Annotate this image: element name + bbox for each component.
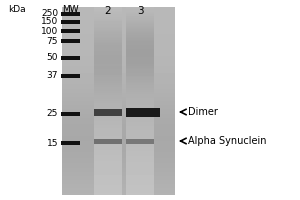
Bar (61, 20, 80, 24)
Text: 150: 150 (41, 18, 58, 26)
Text: 100: 100 (41, 26, 58, 36)
Text: 250: 250 (41, 9, 58, 19)
Bar (94, 138, 122, 144)
Bar (94, 108, 122, 116)
Bar (61, 141, 80, 145)
Bar (61, 39, 80, 43)
Text: kDa: kDa (8, 5, 26, 14)
Text: 75: 75 (46, 36, 58, 46)
Text: MW: MW (62, 5, 78, 14)
Text: 50: 50 (46, 53, 58, 62)
Bar (126, 108, 160, 116)
Bar (61, 112, 80, 116)
Text: Dimer: Dimer (188, 107, 218, 117)
Bar (61, 74, 80, 78)
Text: Alpha Synuclein: Alpha Synuclein (188, 136, 266, 146)
Text: 37: 37 (46, 72, 58, 80)
Text: 2: 2 (105, 6, 111, 16)
Bar (61, 56, 80, 60)
Bar (126, 138, 154, 144)
Bar (61, 12, 80, 16)
Bar (61, 29, 80, 33)
Text: 15: 15 (46, 138, 58, 148)
Text: 3: 3 (137, 6, 143, 16)
Text: 25: 25 (46, 110, 58, 118)
